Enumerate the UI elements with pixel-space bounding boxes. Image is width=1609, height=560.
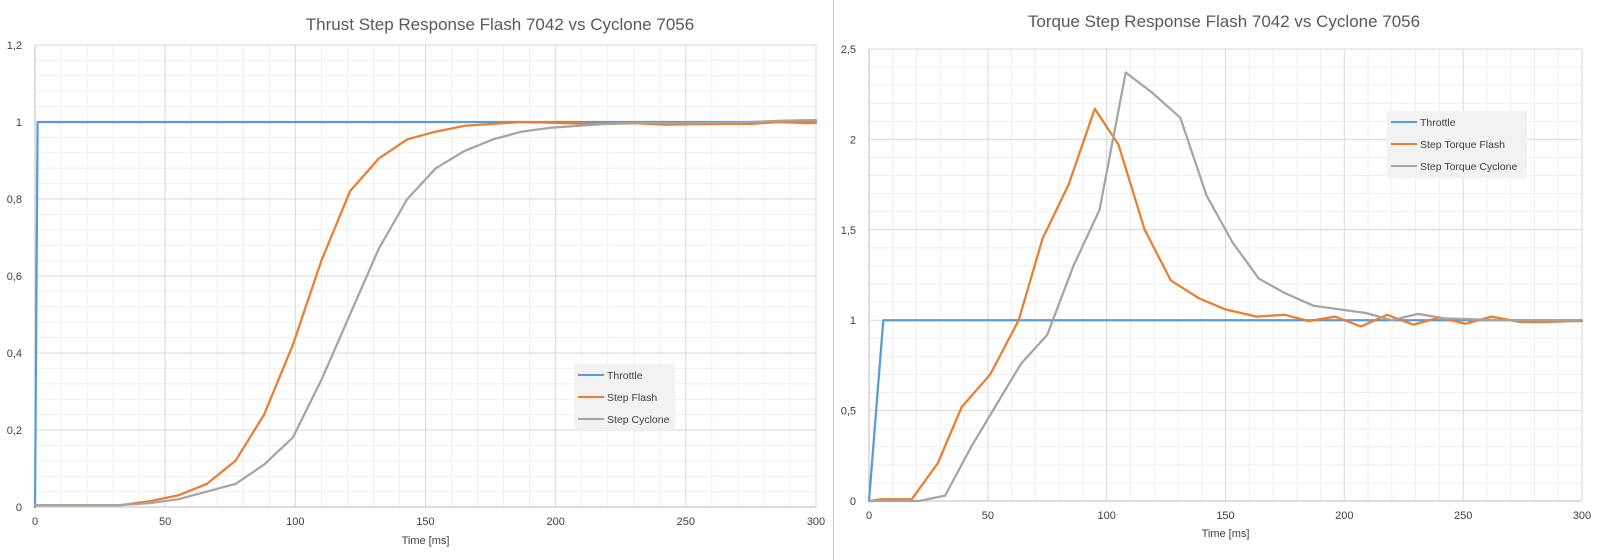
legend-label: Throttle <box>1420 117 1456 129</box>
legend-label: Step Flash <box>607 392 657 404</box>
y-tick-label: 0,8 <box>7 194 22 206</box>
thrust-chart-panel: 0 0,2 0,4 0,6 0,8 1 1,2 0 50 100 150 200 250 300 Thrus… <box>6 15 826 547</box>
x-tick-label: 0 <box>866 510 872 522</box>
y-tick-label: 2 <box>850 134 856 146</box>
x-tick-label: 150 <box>1216 510 1234 522</box>
thrust-step-response-chart: 0 0,2 0,4 0,6 0,8 1 1,2 0 50 100 150 200 250 300 Thrus… <box>7 15 825 547</box>
series-line-step-cyclone <box>33 118 818 507</box>
torque-chart-panel: 0 0,5 1 1,5 2 2,5 0 50 100 150 200 250 300 Torque Ste… <box>835 0 1609 560</box>
legend-label: Step Cyclone <box>607 414 670 426</box>
y-tick-label: 1,5 <box>841 225 856 237</box>
y-tick-label: 1 <box>850 315 856 327</box>
y-tick-label: 0,5 <box>841 406 856 418</box>
panel-divider <box>833 0 834 560</box>
series-line-throttle <box>867 319 1584 503</box>
x-tick-label: 100 <box>1097 510 1115 522</box>
y-tick-label: 0,4 <box>7 348 22 360</box>
y-tick-label: 0,2 <box>7 425 22 437</box>
series-line-step-torque-cyclone <box>867 71 1584 503</box>
x-tick-label: 50 <box>982 510 994 522</box>
torque-chart-title: Torque Step Response Flash 7042 vs Cyclo… <box>1028 12 1420 31</box>
y-tick-label: 2,5 <box>841 44 856 56</box>
x-tick-label: 150 <box>416 516 434 528</box>
x-axis-label: Time [ms] <box>1202 528 1250 540</box>
x-tick-label: 200 <box>546 516 564 528</box>
x-tick-label: 300 <box>807 516 825 528</box>
x-tick-label: 250 <box>1454 510 1472 522</box>
legend-label: Throttle <box>607 370 643 382</box>
x-axis-label: Time [ms] <box>402 535 450 547</box>
x-tick-label: 300 <box>1573 510 1591 522</box>
x-tick-label: 250 <box>677 516 695 528</box>
thrust-chart-title: Thrust Step Response Flash 7042 vs Cyclo… <box>306 15 694 34</box>
x-tick-label: 100 <box>286 516 304 528</box>
x-tick-label: 50 <box>159 516 171 528</box>
legend-label: Step Torque Flash <box>1420 139 1505 151</box>
legend-label: Step Torque Cyclone <box>1420 161 1517 173</box>
x-tick-label: 200 <box>1335 510 1353 522</box>
y-tick-label: 1 <box>16 117 22 129</box>
y-tick-label: 1,2 <box>7 40 22 52</box>
y-tick-label: 0,6 <box>7 271 22 283</box>
y-tick-label: 0 <box>16 502 22 514</box>
series-line-step-torque-flash <box>867 107 1584 503</box>
x-tick-label: 0 <box>32 516 38 528</box>
y-tick-label: 0 <box>850 496 856 508</box>
torque-step-response-chart: 0 0,5 1 1,5 2 2,5 0 50 100 150 200 250 300 Torque Ste… <box>841 12 1591 540</box>
